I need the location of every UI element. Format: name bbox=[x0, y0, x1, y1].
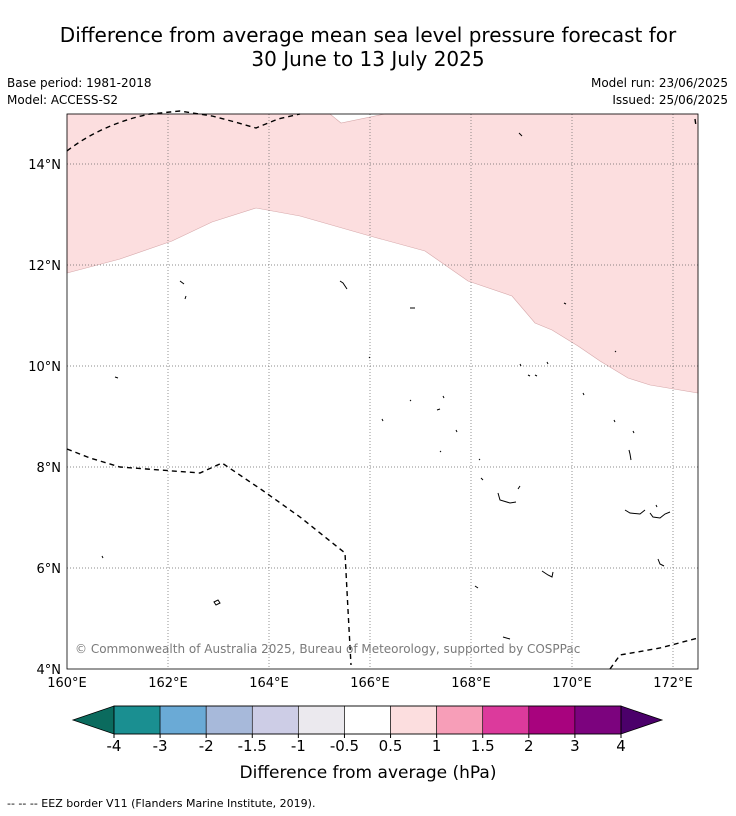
issued-label: Issued: 25/06/2025 bbox=[612, 93, 728, 107]
colorbar-segment bbox=[205, 705, 253, 735]
colorbar-tick-label: 4 bbox=[616, 737, 626, 755]
lon-label-164e: 164°E bbox=[249, 676, 289, 691]
eez-borders bbox=[66, 110, 699, 670]
colorbar-boxes bbox=[113, 705, 622, 735]
colorbar-tick-label: -3 bbox=[153, 737, 168, 755]
lat-label-6n: 6°N bbox=[37, 562, 62, 577]
map-frame bbox=[66, 113, 699, 670]
colorbar-tick-label: 0.5 bbox=[379, 737, 403, 755]
colorbar-tick-label: -0.5 bbox=[330, 737, 359, 755]
eez-border-marshall bbox=[66, 448, 352, 666]
map-title-line-1: Difference from average mean sea level p… bbox=[59, 23, 677, 47]
colorbar-ticks: -4 -3 -2 -1.5 -1 -0.5 0.5 1 1.5 2 3 4 bbox=[107, 734, 626, 755]
copyright-notice: © Commonwealth of Australia 2025, Bureau… bbox=[75, 642, 580, 656]
islands bbox=[101, 132, 671, 640]
map-title-line-2: 30 June to 13 July 2025 bbox=[251, 47, 485, 71]
lat-label-14n: 14°N bbox=[28, 158, 61, 173]
eez-border-north bbox=[66, 110, 301, 152]
anomaly-region-0-5-to-1 bbox=[66, 113, 699, 394]
model-run-label: Model run: 23/06/2025 bbox=[590, 76, 728, 90]
colorbar-segment bbox=[251, 705, 299, 735]
lat-label-4n: 4°N bbox=[37, 663, 62, 678]
colorbar-segment bbox=[159, 705, 207, 735]
lon-label-168e: 168°E bbox=[451, 676, 491, 691]
colorbar-tick-label: -1.5 bbox=[238, 737, 267, 755]
colorbar-segment bbox=[482, 705, 530, 735]
model-label: Model: ACCESS-S2 bbox=[7, 93, 119, 107]
colorbar-low-extend bbox=[71, 705, 115, 735]
colorbar: -4 -3 -2 -1.5 -1 -0.5 0.5 1 1.5 2 3 4 Difference fr… bbox=[71, 705, 664, 783]
colorbar-segment bbox=[528, 705, 576, 735]
eez-legend-text: -- -- -- EEZ border V11 (Flanders Marine… bbox=[7, 797, 316, 810]
colorbar-tick-label: 1.5 bbox=[471, 737, 495, 755]
lon-label-166e: 166°E bbox=[350, 676, 390, 691]
colorbar-segment bbox=[344, 705, 391, 735]
lat-label-10n: 10°N bbox=[28, 360, 61, 375]
colorbar-tick-label: -2 bbox=[199, 737, 214, 755]
colorbar-tick-label: 3 bbox=[570, 737, 580, 755]
lon-label-160e: 160°E bbox=[47, 676, 87, 691]
longitude-labels: 160°E 162°E 164°E 166°E 168°E 170°E 172°… bbox=[47, 676, 693, 691]
latitude-labels: 14°N 12°N 10°N 8°N 6°N 4°N bbox=[28, 158, 61, 678]
base-period-label: Base period: 1981-2018 bbox=[7, 76, 152, 90]
colorbar-segment bbox=[574, 705, 622, 735]
eez-border-ne-edge bbox=[694, 118, 697, 127]
colorbar-tick-label: -1 bbox=[291, 737, 306, 755]
colorbar-tick-label: 2 bbox=[524, 737, 534, 755]
lat-label-12n: 12°N bbox=[28, 259, 61, 274]
colorbar-outline bbox=[113, 705, 622, 735]
map-gridlines bbox=[67, 114, 698, 669]
colorbar-tick-label: 1 bbox=[432, 737, 442, 755]
eez-border-southeast bbox=[609, 637, 699, 670]
colorbar-tick-label: -4 bbox=[107, 737, 122, 755]
colorbar-segment bbox=[298, 705, 345, 735]
lat-label-8n: 8°N bbox=[37, 461, 62, 476]
colorbar-label: Difference from average (hPa) bbox=[240, 763, 497, 783]
lon-label-170e: 170°E bbox=[552, 676, 592, 691]
colorbar-segment bbox=[113, 705, 161, 735]
colorbar-segment bbox=[390, 705, 437, 735]
lon-label-162e: 162°E bbox=[148, 676, 188, 691]
lon-label-172e: 172°E bbox=[653, 676, 693, 691]
colorbar-segment bbox=[436, 705, 484, 735]
colorbar-high-extend bbox=[620, 705, 664, 735]
